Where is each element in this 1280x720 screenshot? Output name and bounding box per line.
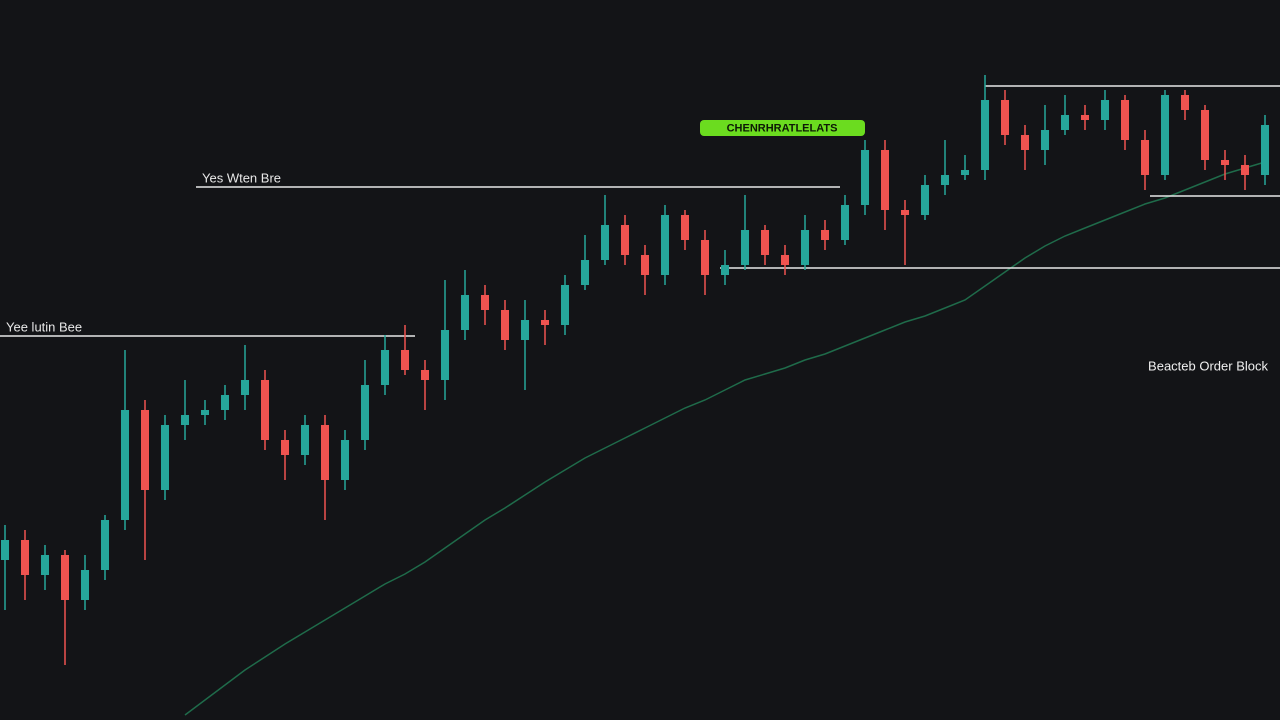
candle-body	[21, 540, 29, 575]
candle-body	[821, 230, 829, 240]
candle-body	[441, 330, 449, 380]
candle-body	[901, 210, 909, 215]
candle-body	[41, 555, 49, 575]
candle-body	[481, 295, 489, 310]
candle-body	[61, 555, 69, 600]
candle-body	[761, 230, 769, 255]
candle-body	[161, 425, 169, 490]
candle-body	[781, 255, 789, 265]
candle-body	[1201, 110, 1209, 160]
candle-body	[401, 350, 409, 370]
badge-bg	[700, 120, 865, 136]
candle-body	[1, 540, 9, 560]
candle-body	[341, 440, 349, 480]
level-label: Yee lutin Bee	[6, 319, 82, 334]
candle-body	[201, 410, 209, 415]
candle-body	[641, 255, 649, 275]
candle-body	[621, 225, 629, 255]
level-label: Yes Wten Bre	[202, 170, 281, 185]
candle-body	[681, 215, 689, 240]
candle-body	[1121, 100, 1129, 140]
badge-text: CHENRHRATLELATS	[727, 122, 838, 134]
candle-body	[721, 265, 729, 275]
candle-body	[561, 285, 569, 325]
candle-body	[381, 350, 389, 385]
candle-body	[1161, 95, 1169, 175]
candle-body	[921, 185, 929, 215]
candle-body	[581, 260, 589, 285]
candle-body	[1081, 115, 1089, 120]
candle-body	[121, 410, 129, 520]
candle-body	[301, 425, 309, 455]
candle-body	[1221, 160, 1229, 165]
candle-body	[601, 225, 609, 260]
candle-body	[321, 425, 329, 480]
candle-body	[1181, 95, 1189, 110]
candle-body	[861, 150, 869, 205]
candle-body	[501, 310, 509, 340]
candle-body	[1061, 115, 1069, 130]
moving-average	[184, 161, 1266, 716]
candle-body	[1141, 140, 1149, 175]
candle-body	[1021, 135, 1029, 150]
candle-body	[241, 380, 249, 395]
candle-body	[1241, 165, 1249, 175]
candle-body	[741, 230, 749, 265]
candle-body	[81, 570, 89, 600]
candle-body	[421, 370, 429, 380]
candle-body	[281, 440, 289, 455]
candle-body	[981, 100, 989, 170]
candle-body	[941, 175, 949, 185]
candle-body	[141, 410, 149, 490]
candle-body	[1001, 100, 1009, 135]
candle-body	[101, 520, 109, 570]
candle-body	[961, 170, 969, 175]
annotation: Beacteb Order Block	[1148, 358, 1268, 373]
candle-body	[1261, 125, 1269, 175]
candle-body	[361, 385, 369, 440]
candle-body	[221, 395, 229, 410]
candle-body	[261, 380, 269, 440]
candle-body	[881, 150, 889, 210]
candle-body	[541, 320, 549, 325]
candle-body	[801, 230, 809, 265]
candle-body	[841, 205, 849, 240]
candle-body	[461, 295, 469, 330]
candle-body	[1101, 100, 1109, 120]
candle-body	[521, 320, 529, 340]
candle-body	[661, 215, 669, 275]
candle-body	[1041, 130, 1049, 150]
candle-body	[181, 415, 189, 425]
candle-body	[701, 240, 709, 275]
